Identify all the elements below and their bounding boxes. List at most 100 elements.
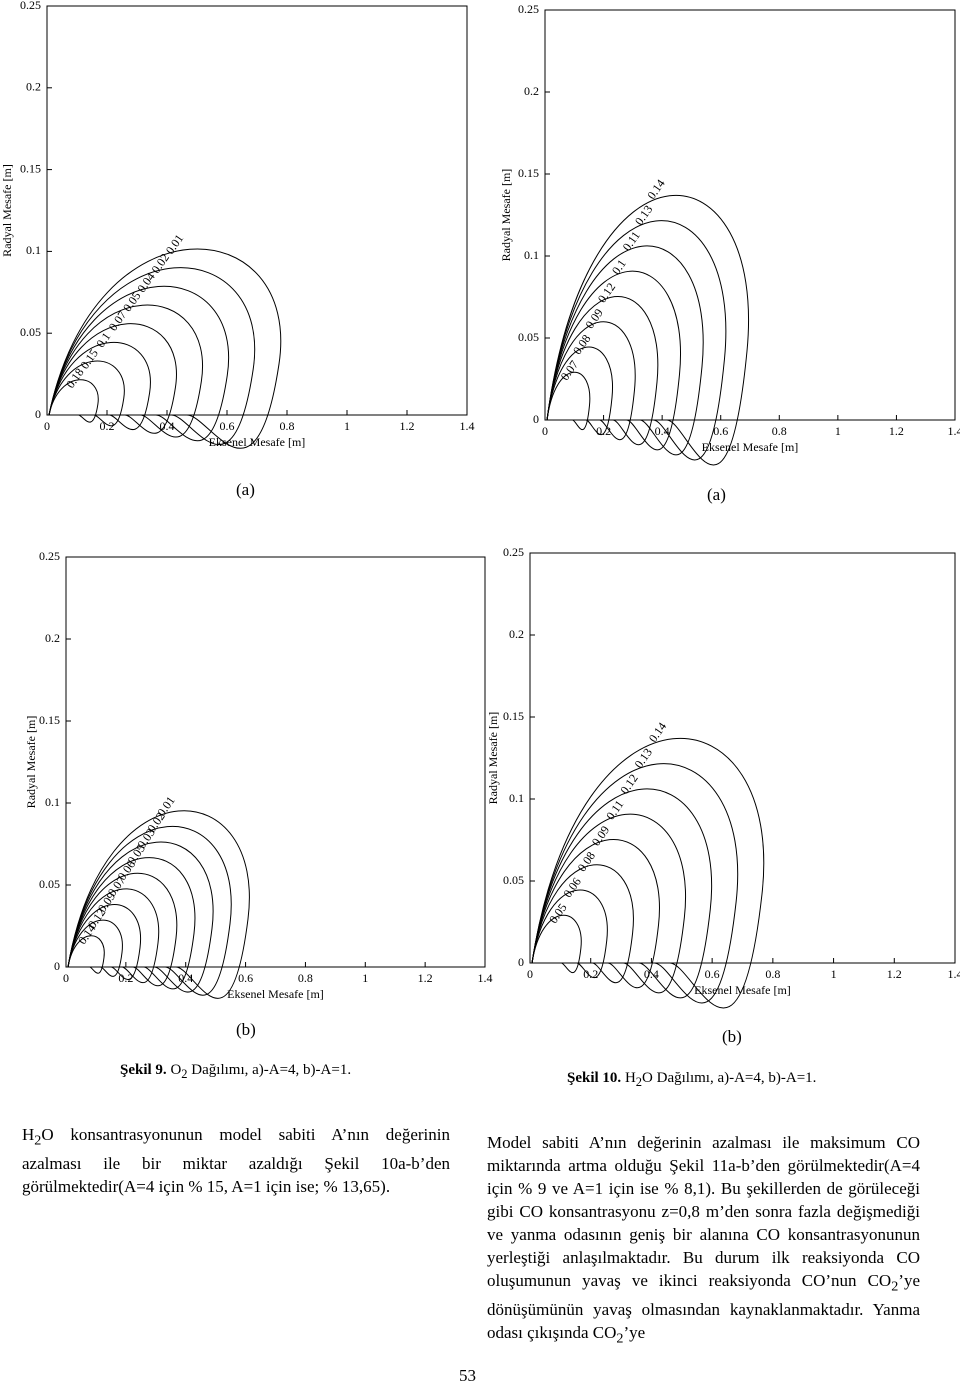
contour-line [531, 788, 713, 999]
x-tick-label: 1.2 [400, 419, 415, 433]
contour-line [546, 270, 682, 451]
contour-line [531, 839, 660, 989]
x-tick-label: 1.2 [889, 424, 904, 438]
y-tick-label: 0.05 [503, 873, 524, 887]
y-tick-label: 0 [35, 407, 41, 421]
x-tick-label: 1 [831, 967, 837, 981]
plot-frame [544, 9, 956, 421]
page-number: 53 [459, 1366, 476, 1385]
contour-line [546, 194, 749, 466]
panel-text: (a) [707, 485, 726, 504]
panel-label: (a) [707, 485, 726, 505]
x-tick-label: 0.8 [298, 971, 313, 985]
x-tick-label: 1 [362, 971, 368, 985]
y-tick-label: 0.15 [518, 166, 539, 180]
plot-frame [65, 556, 486, 968]
contour-label: 0.15 [77, 346, 101, 371]
text-run: ’ye dönüşümünün yavaş olmasından kaynakl… [487, 1271, 920, 1343]
y-tick-label: 0.05 [39, 877, 60, 891]
y-tick-label: 0.2 [45, 631, 60, 645]
y-tick-label: 0.1 [26, 243, 41, 257]
x-tick-label: 0.4 [655, 424, 670, 438]
y-axis-label: Radyal Mesafe [m] [24, 716, 38, 809]
y-tick-label: 0.1 [509, 791, 524, 805]
contour-line [531, 914, 582, 974]
panel-label: (a) [236, 480, 255, 500]
x-tick-label: 0 [63, 971, 69, 985]
text-run: H [621, 1070, 636, 1086]
x-tick-label: 0.8 [280, 419, 295, 433]
y-axis-label: Radyal Mesafe [m] [499, 169, 513, 262]
text-run: H [22, 1125, 35, 1144]
y-tick-label: 0.25 [503, 545, 524, 559]
contour-line [531, 864, 634, 984]
x-tick-label: 0.6 [220, 419, 235, 433]
x-tick-label: 1 [344, 419, 350, 433]
x-tick-label: 0.2 [118, 971, 133, 985]
subscript: 2 [181, 1067, 188, 1081]
contour-line [48, 379, 99, 423]
contour-label: 0.12 [617, 771, 641, 796]
contour-label: 0.06 [560, 875, 584, 900]
contour-line [546, 371, 591, 431]
x-tick-label: 0 [527, 967, 533, 981]
y-tick-label: 0 [533, 412, 539, 426]
figure-caption: Şekil 9. O2 Dağılımı, a)-A=4, b)-A=1. [120, 1062, 351, 1082]
x-tick-label: 1.2 [418, 971, 433, 985]
y-tick-label: 0 [518, 955, 524, 969]
contour-label: 0.12 [595, 280, 619, 305]
contour-label: 0.05 [120, 289, 144, 314]
contour-line [48, 267, 256, 445]
contour-label: 0.14 [644, 177, 668, 202]
text-run: Model sabiti A’nın değerinin azalması il… [487, 1133, 920, 1290]
y-tick-label: 0.25 [518, 2, 539, 16]
x-tick-label: 1.4 [948, 967, 960, 981]
x-tick-label: 0.6 [705, 967, 720, 981]
page-number-text: 53 [459, 1366, 476, 1385]
x-tick-label: 0.6 [713, 424, 728, 438]
contour-line [48, 248, 282, 449]
y-tick-label: 0.2 [509, 627, 524, 641]
x-tick-label: 0.8 [772, 424, 787, 438]
contour-line [531, 737, 765, 1009]
contour-line [67, 888, 160, 984]
y-tick-label: 0.1 [524, 248, 539, 262]
subscript: 2 [635, 1075, 643, 1089]
contour-line [48, 286, 230, 442]
contour-line [67, 904, 142, 980]
y-tick-label: 0.15 [39, 713, 60, 727]
panel-label: (b) [722, 1027, 742, 1047]
x-tick-label: 1 [835, 424, 841, 438]
contour-line [531, 763, 739, 1004]
contour-line [546, 220, 727, 461]
y-tick-label: 0.15 [20, 161, 41, 175]
text-run: O Dağılımı, a)-A=4, b)-A=1. [642, 1070, 817, 1086]
text-run: O [166, 1062, 182, 1078]
contour-label: 0.1 [93, 330, 113, 350]
contour-label: 0.14 [646, 720, 670, 745]
text-run: ’ye [623, 1323, 646, 1343]
contour-line [546, 346, 613, 436]
panel-text: (b) [236, 1020, 256, 1039]
x-tick-label: 0 [44, 419, 50, 433]
caption-label: Şekil 10. [567, 1070, 622, 1086]
y-axis-label: Radyal Mesafe [m] [486, 712, 500, 805]
y-tick-label: 0.05 [20, 325, 41, 339]
panel-text: (b) [722, 1027, 742, 1046]
contour-line [67, 872, 178, 987]
x-tick-label: 0 [542, 424, 548, 438]
contour-label: 0.07 [106, 308, 130, 333]
x-tick-label: 0.2 [583, 967, 598, 981]
y-tick-label: 0.2 [524, 84, 539, 98]
contour-line [546, 296, 659, 446]
contour-line [546, 321, 636, 441]
y-tick-label: 0.25 [20, 0, 41, 12]
contour-label: 0.13 [631, 746, 655, 771]
text-run: Dağılımı, a)-A=4, b)-A=1. [187, 1062, 352, 1078]
y-axis-label: Radyal Mesafe [m] [0, 164, 14, 257]
contour-label: 0.11 [603, 797, 626, 822]
contour-line [67, 841, 214, 993]
contour-label: 0.04 [134, 270, 158, 295]
contour-line [67, 935, 105, 974]
